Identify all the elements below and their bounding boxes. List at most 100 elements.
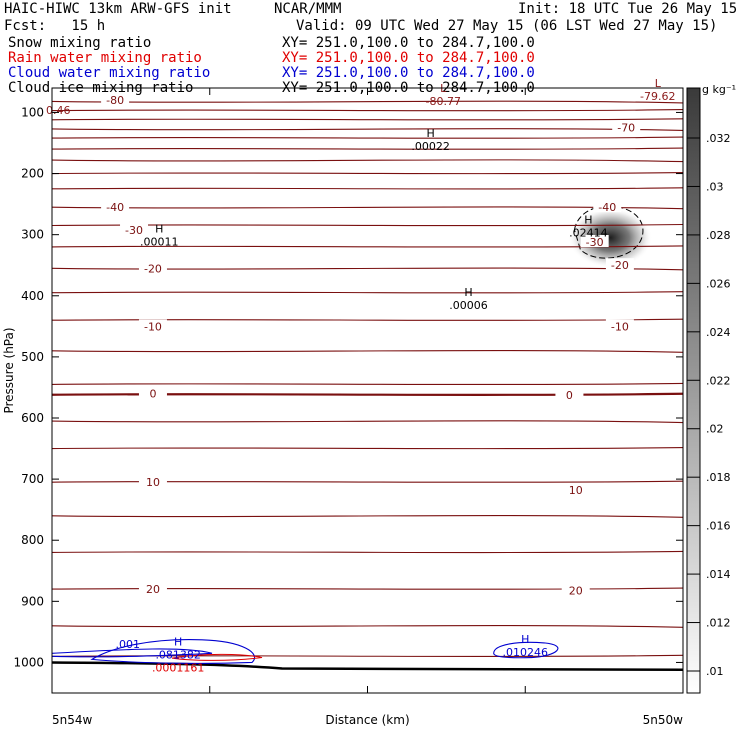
y-tick-label: 800: [21, 533, 44, 547]
isotherm-label: -20: [144, 262, 162, 275]
isotherm-label-bg: [580, 235, 609, 247]
colorbar-tick-label: .02: [706, 423, 724, 436]
colorbar-unit: g kg⁻¹: [702, 83, 736, 96]
x-axis-label: Distance (km): [325, 713, 409, 727]
isotherm-label-bg: [605, 258, 634, 271]
y-tick-label: 100: [21, 105, 44, 119]
isotherm-label-bg: [593, 200, 622, 213]
colorbar-tick-label: .022: [706, 374, 731, 387]
isotherm-label: -10: [144, 320, 162, 333]
extremum-value: .00011: [140, 236, 179, 249]
isotherm-line: [51, 392, 684, 397]
field-rain-xy: XY= 251.0,100.0 to 284.7,100.0: [282, 50, 535, 66]
colorbar: [686, 87, 701, 694]
extremum-value: .0001161: [152, 661, 205, 674]
isotherm-line: [51, 480, 684, 483]
y-tick-label: 300: [21, 228, 44, 242]
isotherm-label-bg: [555, 387, 584, 400]
isotherm-line: [51, 550, 684, 554]
extremum-marker: H: [521, 633, 529, 646]
header-line1-mid: NCAR/MMM: [274, 1, 342, 17]
extremum-marker: H: [426, 127, 434, 140]
isotherm-line: [51, 187, 684, 190]
colorbar-tick-label: .032: [706, 132, 731, 145]
isotherm-label: -30: [125, 224, 143, 237]
extremum-marker: H: [584, 213, 592, 226]
colorbar-tick-label: .026: [706, 277, 731, 290]
isotherm-line: [51, 514, 684, 518]
cloud-water-contour-label: .001: [115, 638, 140, 651]
y-axis-label: Pressure (hPa): [2, 327, 16, 413]
isotherm-label-bg: [561, 483, 590, 496]
isotherm-label-bg: [138, 582, 167, 595]
isotherm-line: [51, 147, 684, 150]
cloud-ice-contour: [573, 205, 644, 259]
rain-water-contour: [171, 653, 263, 661]
isotherm-line: [51, 447, 684, 450]
extremum-value: .00022: [411, 140, 450, 153]
y-tick-label: 700: [21, 472, 44, 486]
isotherm-line: [51, 136, 684, 139]
y-tick-label: 400: [21, 289, 44, 303]
isotherm-label-bg: [561, 583, 590, 596]
extremum-value: -79.62: [640, 90, 675, 103]
y-tick-label: 900: [21, 594, 44, 608]
colorbar-tick-label: .03: [706, 180, 724, 193]
colorbar-tick-label: .018: [706, 471, 731, 484]
isotherm-label: 20: [569, 584, 583, 597]
isotherm-label: 10: [569, 484, 583, 497]
header-line1-left: HAIC-HIWC 13km ARW-GFS init: [4, 1, 232, 17]
isotherm-label: -40: [106, 201, 124, 214]
isotherm-line: [51, 267, 684, 271]
isotherm-label: 0: [149, 388, 156, 401]
field-rain-name: Rain water mixing ratio: [8, 50, 202, 66]
isotherm-label: -80: [106, 94, 124, 107]
extremum-marker: H: [155, 223, 163, 236]
colorbar-tick-label: .024: [706, 326, 731, 339]
isotherm-line: [51, 382, 684, 386]
y-tick-label: 200: [21, 167, 44, 181]
isotherm-label-bg: [138, 319, 167, 332]
extremum-value: .010246: [503, 646, 549, 659]
isotherm-label: -40: [598, 201, 616, 214]
isotherm-line: [51, 109, 684, 112]
extremum-value: .02414: [569, 226, 608, 239]
header-line1-right: Init: 18 UTC Tue 26 May 15: [518, 1, 738, 17]
field-cloudwater-xy: XY= 251.0,100.0 to 284.7,100.0: [282, 65, 535, 81]
y-tick-label: 1000: [13, 655, 44, 669]
header-line2-left: Fcst: 15 h: [4, 18, 106, 34]
isotherm-label: -10: [611, 320, 629, 333]
isotherm-line: [51, 159, 684, 163]
isotherm-line: [51, 172, 684, 175]
isotherm-label: -20: [611, 259, 629, 272]
isotherm-label-bg: [138, 386, 167, 399]
colorbar-tick-label: .01: [706, 665, 724, 678]
isotherm-line: [51, 349, 684, 353]
isotherm-label-bg: [138, 261, 167, 274]
isotherm-line: [51, 118, 684, 121]
header-line2-right: Valid: 09 UTC Wed 27 May 15 (06 LST Wed …: [296, 18, 718, 34]
isotherm-line: [51, 587, 684, 590]
isotherm-label-bg: [605, 319, 634, 332]
isotherm-label-bg: [120, 222, 149, 235]
x-tick-label: 5n50w: [643, 713, 684, 727]
colorbar-tick-label: .012: [706, 617, 731, 630]
isotherm-label-bg: [101, 200, 130, 213]
colorbar-tick-label: .014: [706, 568, 731, 581]
extremum-marker: H: [174, 636, 182, 649]
isotherm-label: 10: [146, 476, 160, 489]
isotherm-label: -30: [586, 236, 604, 249]
extremum-value: 0.46: [46, 104, 71, 117]
isotherm-line: [51, 318, 684, 321]
isotherm-line: [51, 128, 684, 131]
isotherm-label-bg: [612, 120, 641, 133]
extremum-value: .00006: [449, 299, 488, 312]
y-tick-label: 500: [21, 350, 44, 364]
extremum-value: -80.77: [425, 95, 460, 108]
cloud-water-contour: [493, 641, 559, 659]
isotherm-line: [51, 206, 684, 210]
field-cloudwater-name: Cloud water mixing ratio: [8, 65, 211, 81]
cloud-water-contour: [90, 639, 255, 664]
isotherm-line: [51, 100, 684, 104]
terrain-line: [51, 661, 684, 672]
